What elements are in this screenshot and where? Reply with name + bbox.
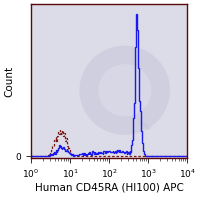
Y-axis label: Count: Count <box>4 65 14 97</box>
FancyArrow shape <box>138 119 151 130</box>
Circle shape <box>79 46 170 135</box>
Circle shape <box>98 64 151 116</box>
X-axis label: Human CD45RA (HI100) APC: Human CD45RA (HI100) APC <box>35 183 184 193</box>
